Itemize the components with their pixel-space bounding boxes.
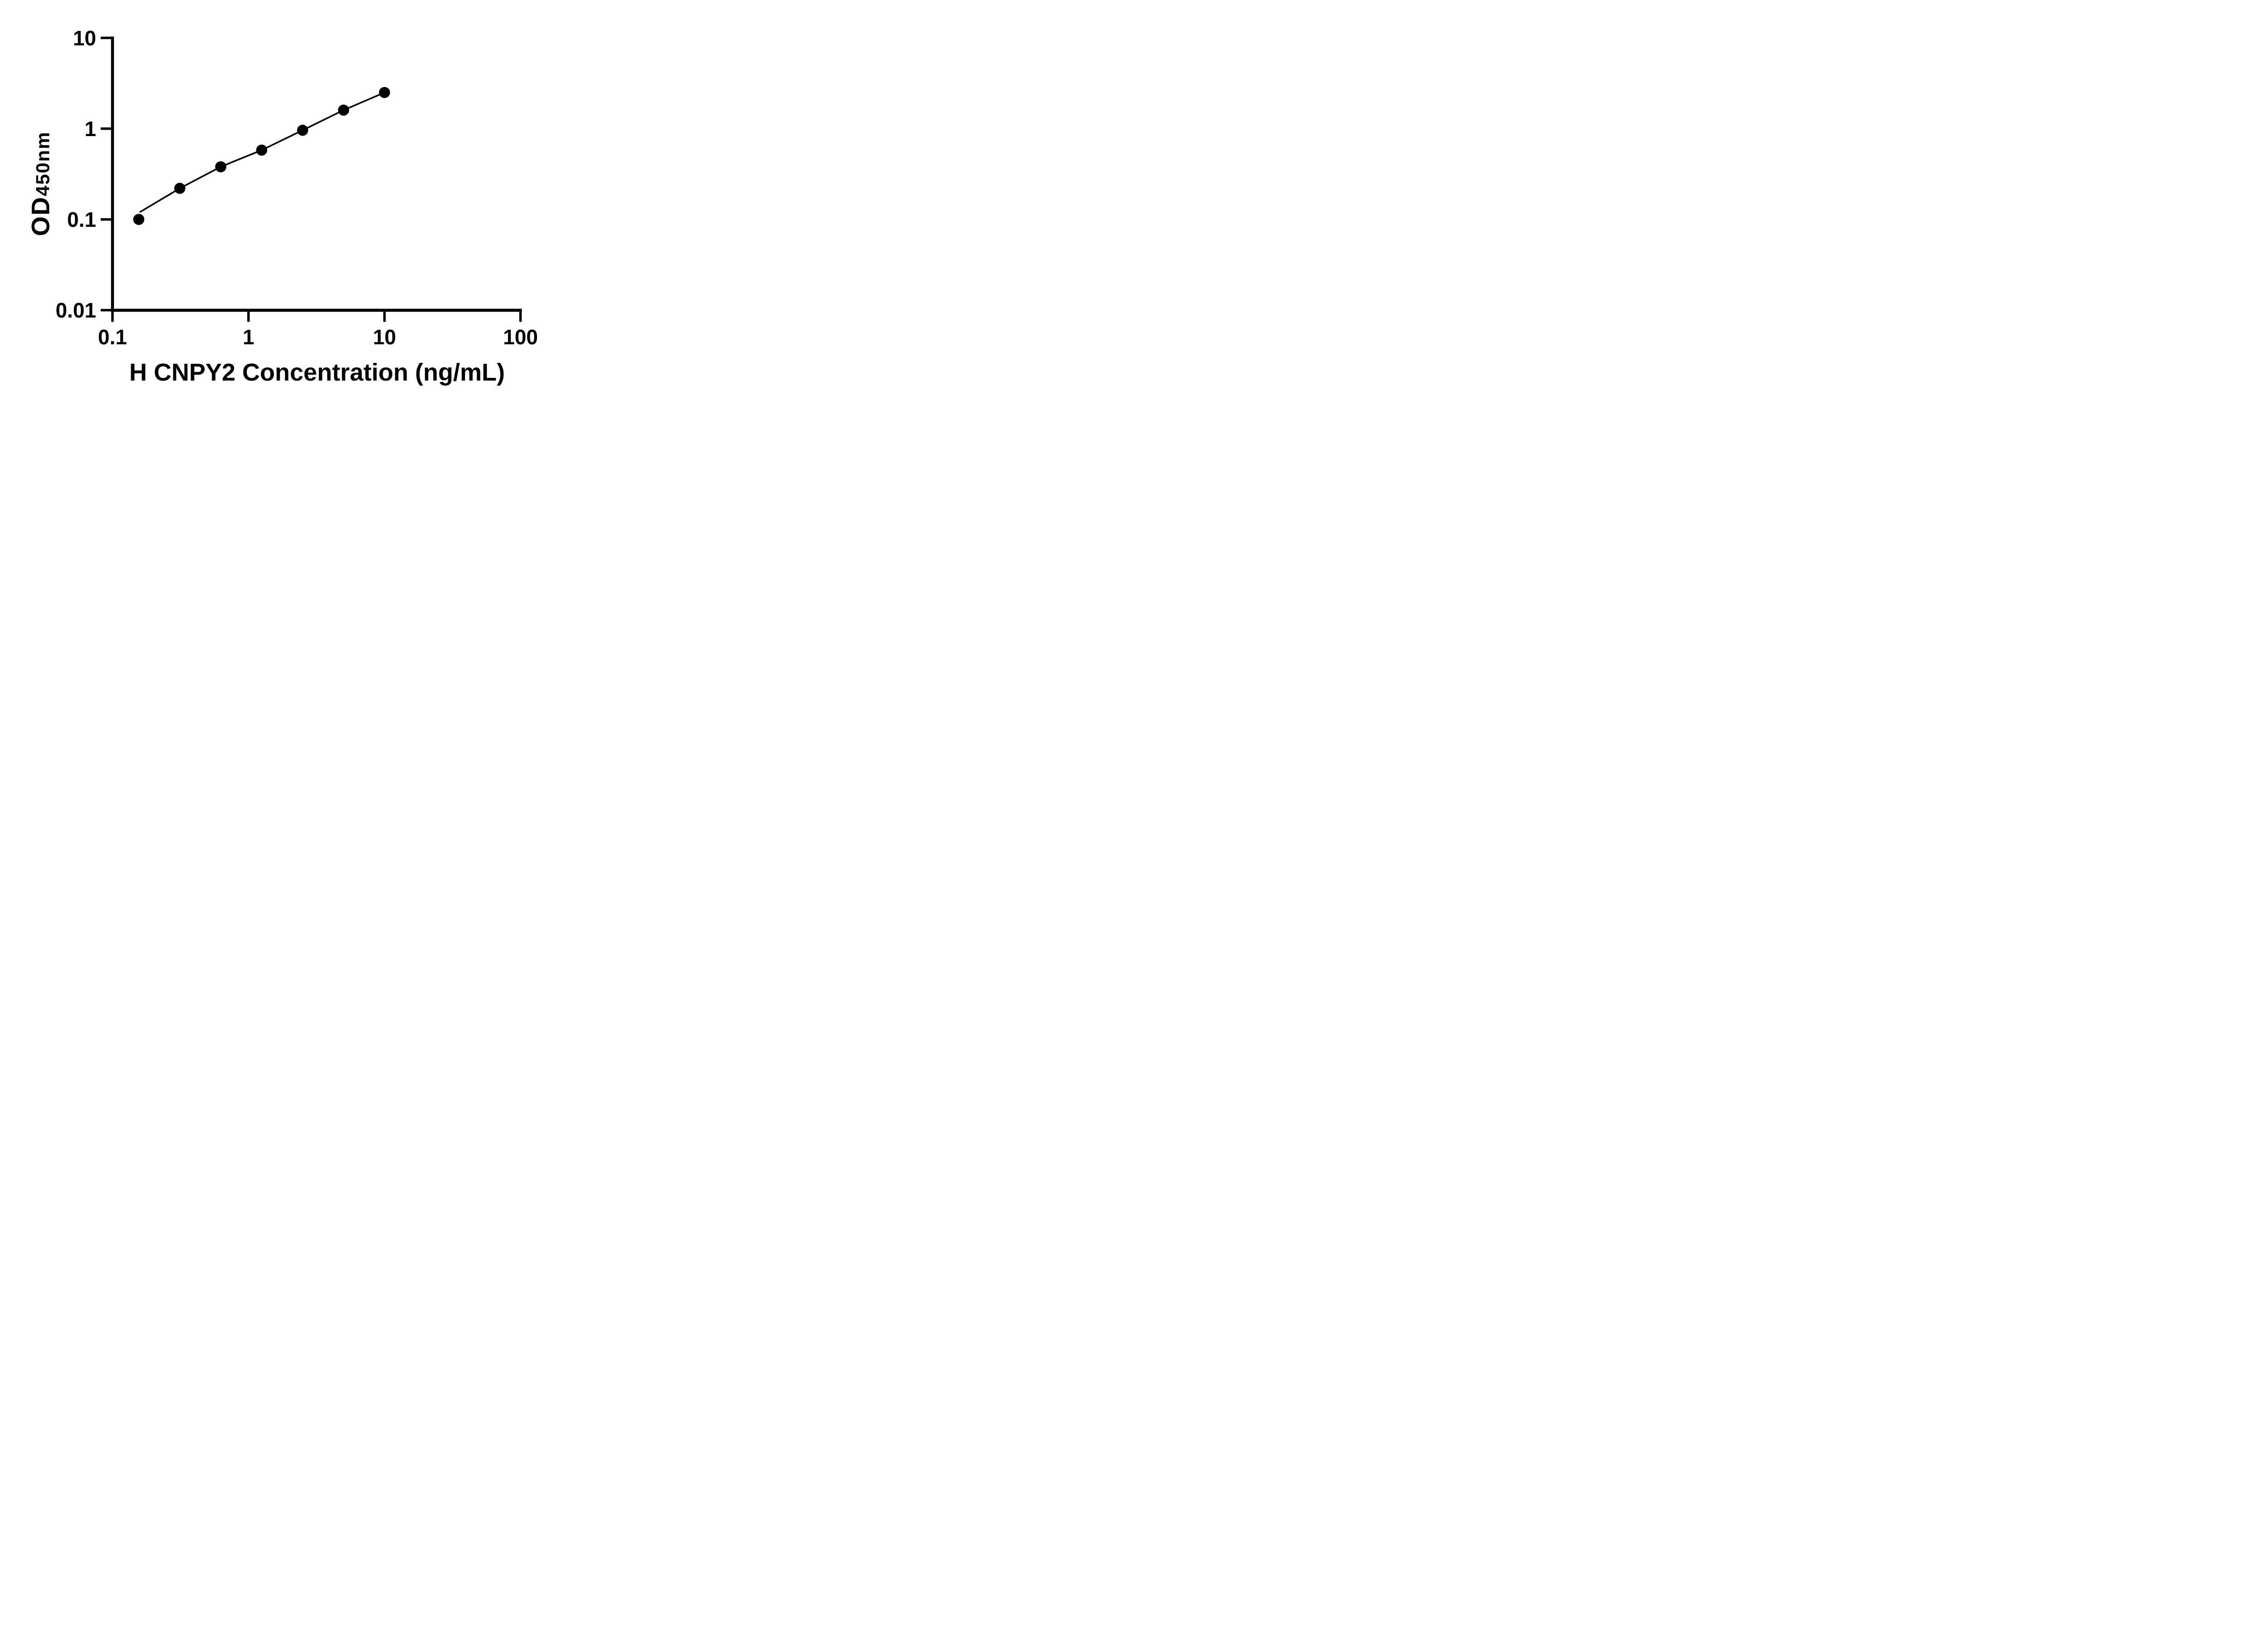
y-axis-title-subscript: 450nm (32, 131, 54, 196)
y-axis-title-main: OD (26, 196, 55, 236)
x-tick-label: 100 (503, 325, 538, 349)
data-point (256, 144, 268, 156)
data-point (297, 124, 308, 136)
plot-canvas (101, 36, 522, 322)
x-tick-label: 1 (243, 325, 254, 349)
data-point (338, 104, 349, 116)
data-point (215, 161, 226, 172)
y-axis-title: OD450nm (26, 131, 55, 236)
x-tick-label: 0.1 (98, 325, 127, 349)
elisa-standard-curve-figure: 10 1 0.1 0.01 0.1 1 10 100 H CNPY2 Conce… (0, 0, 583, 408)
y-tick-label: 1 (84, 117, 96, 141)
x-axis-title: H CNPY2 Concentration (ng/mL) (129, 359, 505, 386)
data-point (133, 214, 145, 225)
x-tick-label: 10 (373, 325, 396, 349)
y-tick-label: 0.1 (67, 207, 96, 231)
y-tick-label: 0.01 (55, 298, 96, 322)
data-point (379, 87, 390, 98)
data-point (174, 182, 186, 194)
y-tick-label: 10 (73, 26, 96, 50)
